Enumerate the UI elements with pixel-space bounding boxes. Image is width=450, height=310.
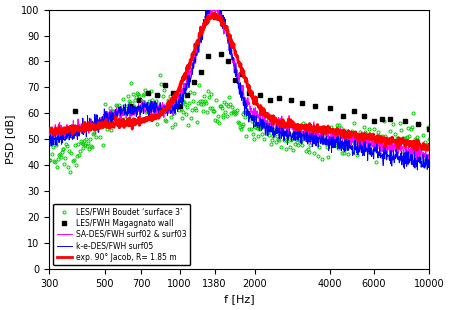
k-e-DES/FWH surf05 bbox=[97, 116, 102, 120]
LES/FWH Magagnato wall bbox=[327, 106, 333, 110]
LES/FWH Magagnato wall bbox=[212, 16, 217, 19]
LES/FWH Magagnato wall bbox=[267, 99, 273, 102]
exp. 90° Jacob, R= 1.85 m bbox=[427, 143, 432, 146]
LES/FWH Magagnato wall bbox=[232, 78, 237, 82]
LES/FWH Magagnato wall bbox=[351, 109, 357, 113]
LES/FWH Magagnato wall bbox=[218, 52, 223, 55]
Legend: LES/FWH Boudet ‘surface 3’, LES/FWH Magagnato wall, SA-DES/FWH surf02 & surf03, : LES/FWH Boudet ‘surface 3’, LES/FWH Maga… bbox=[53, 204, 190, 265]
LES/FWH Magagnato wall bbox=[162, 83, 167, 87]
Line: exp. 90° Jacob, R= 1.85 m: exp. 90° Jacob, R= 1.85 m bbox=[49, 13, 429, 150]
SA-DES/FWH surf02 & surf03 bbox=[214, 1, 220, 5]
LES/FWH Boudet ‘surface 3’ bbox=[323, 131, 328, 135]
LES/FWH Boudet ‘surface 3’ bbox=[157, 73, 162, 77]
LES/FWH Magagnato wall bbox=[154, 93, 159, 97]
exp. 90° Jacob, R= 1.85 m bbox=[254, 102, 260, 105]
LES/FWH Magagnato wall bbox=[288, 99, 294, 102]
LES/FWH Magagnato wall bbox=[104, 117, 109, 121]
LES/FWH Magagnato wall bbox=[257, 93, 263, 97]
LES/FWH Magagnato wall bbox=[340, 114, 345, 118]
SA-DES/FWH surf02 & surf03 bbox=[427, 153, 432, 157]
LES/FWH Magagnato wall bbox=[313, 104, 318, 108]
exp. 90° Jacob, R= 1.85 m bbox=[46, 129, 52, 132]
LES/FWH Magagnato wall bbox=[88, 122, 94, 126]
LES/FWH Magagnato wall bbox=[116, 119, 122, 123]
SA-DES/FWH surf02 & surf03 bbox=[423, 160, 429, 163]
LES/FWH Magagnato wall bbox=[238, 73, 243, 76]
exp. 90° Jacob, R= 1.85 m bbox=[97, 123, 102, 126]
k-e-DES/FWH surf05 bbox=[247, 114, 252, 117]
LES/FWH Magagnato wall bbox=[184, 93, 190, 97]
LES/FWH Magagnato wall bbox=[191, 80, 197, 84]
k-e-DES/FWH surf05 bbox=[46, 143, 52, 146]
exp. 90° Jacob, R= 1.85 m bbox=[175, 92, 180, 95]
LES/FWH Magagnato wall bbox=[170, 91, 176, 95]
LES/FWH Boudet ‘surface 3’ bbox=[93, 135, 99, 139]
LES/FWH Magagnato wall bbox=[427, 127, 432, 131]
LES/FWH Boudet ‘surface 3’ bbox=[324, 145, 330, 148]
SA-DES/FWH surf02 & surf03 bbox=[111, 111, 116, 114]
LES/FWH Magagnato wall bbox=[198, 70, 204, 74]
SA-DES/FWH surf02 & surf03 bbox=[175, 100, 180, 104]
k-e-DES/FWH surf05 bbox=[427, 163, 432, 167]
Line: LES/FWH Magagnato wall: LES/FWH Magagnato wall bbox=[72, 15, 432, 131]
SA-DES/FWH surf02 & surf03 bbox=[247, 103, 252, 106]
LES/FWH Boudet ‘surface 3’ bbox=[427, 137, 432, 140]
exp. 90° Jacob, R= 1.85 m bbox=[211, 11, 216, 15]
k-e-DES/FWH surf05 bbox=[111, 116, 116, 119]
LES/FWH Magagnato wall bbox=[388, 117, 393, 121]
LES/FWH Magagnato wall bbox=[225, 60, 230, 63]
LES/FWH Magagnato wall bbox=[127, 104, 132, 108]
LES/FWH Boudet ‘surface 3’ bbox=[172, 122, 178, 126]
SA-DES/FWH surf02 & surf03 bbox=[97, 120, 102, 123]
Line: LES/FWH Boudet ‘surface 3’: LES/FWH Boudet ‘surface 3’ bbox=[48, 73, 431, 173]
LES/FWH Magagnato wall bbox=[415, 122, 420, 126]
k-e-DES/FWH surf05 bbox=[254, 123, 260, 127]
exp. 90° Jacob, R= 1.85 m bbox=[414, 148, 419, 152]
SA-DES/FWH surf02 & surf03 bbox=[254, 109, 260, 113]
LES/FWH Magagnato wall bbox=[205, 55, 211, 58]
X-axis label: f [Hz]: f [Hz] bbox=[224, 294, 255, 304]
k-e-DES/FWH surf05 bbox=[415, 168, 420, 172]
LES/FWH Boudet ‘surface 3’ bbox=[288, 145, 293, 148]
k-e-DES/FWH surf05 bbox=[175, 103, 180, 107]
LES/FWH Magagnato wall bbox=[146, 91, 151, 95]
LES/FWH Magagnato wall bbox=[247, 91, 252, 95]
SA-DES/FWH surf02 & surf03 bbox=[46, 131, 52, 135]
LES/FWH Magagnato wall bbox=[137, 99, 142, 102]
LES/FWH Magagnato wall bbox=[362, 114, 367, 118]
LES/FWH Magagnato wall bbox=[177, 104, 182, 108]
LES/FWH Boudet ‘surface 3’ bbox=[199, 99, 204, 102]
LES/FWH Boudet ‘surface 3’ bbox=[68, 170, 73, 174]
LES/FWH Magagnato wall bbox=[300, 101, 305, 105]
LES/FWH Magagnato wall bbox=[72, 109, 77, 113]
LES/FWH Magagnato wall bbox=[371, 119, 377, 123]
Y-axis label: PSD [dB]: PSD [dB] bbox=[5, 115, 16, 164]
LES/FWH Magagnato wall bbox=[380, 117, 385, 121]
exp. 90° Jacob, R= 1.85 m bbox=[111, 120, 116, 124]
LES/FWH Magagnato wall bbox=[402, 119, 408, 123]
Line: SA-DES/FWH surf02 & surf03: SA-DES/FWH surf02 & surf03 bbox=[49, 3, 429, 162]
LES/FWH Boudet ‘surface 3’ bbox=[46, 158, 52, 162]
SA-DES/FWH surf02 & surf03 bbox=[212, 5, 217, 8]
LES/FWH Magagnato wall bbox=[276, 96, 282, 100]
exp. 90° Jacob, R= 1.85 m bbox=[247, 84, 252, 87]
exp. 90° Jacob, R= 1.85 m bbox=[212, 12, 217, 16]
Line: k-e-DES/FWH surf05: k-e-DES/FWH surf05 bbox=[49, 0, 429, 170]
